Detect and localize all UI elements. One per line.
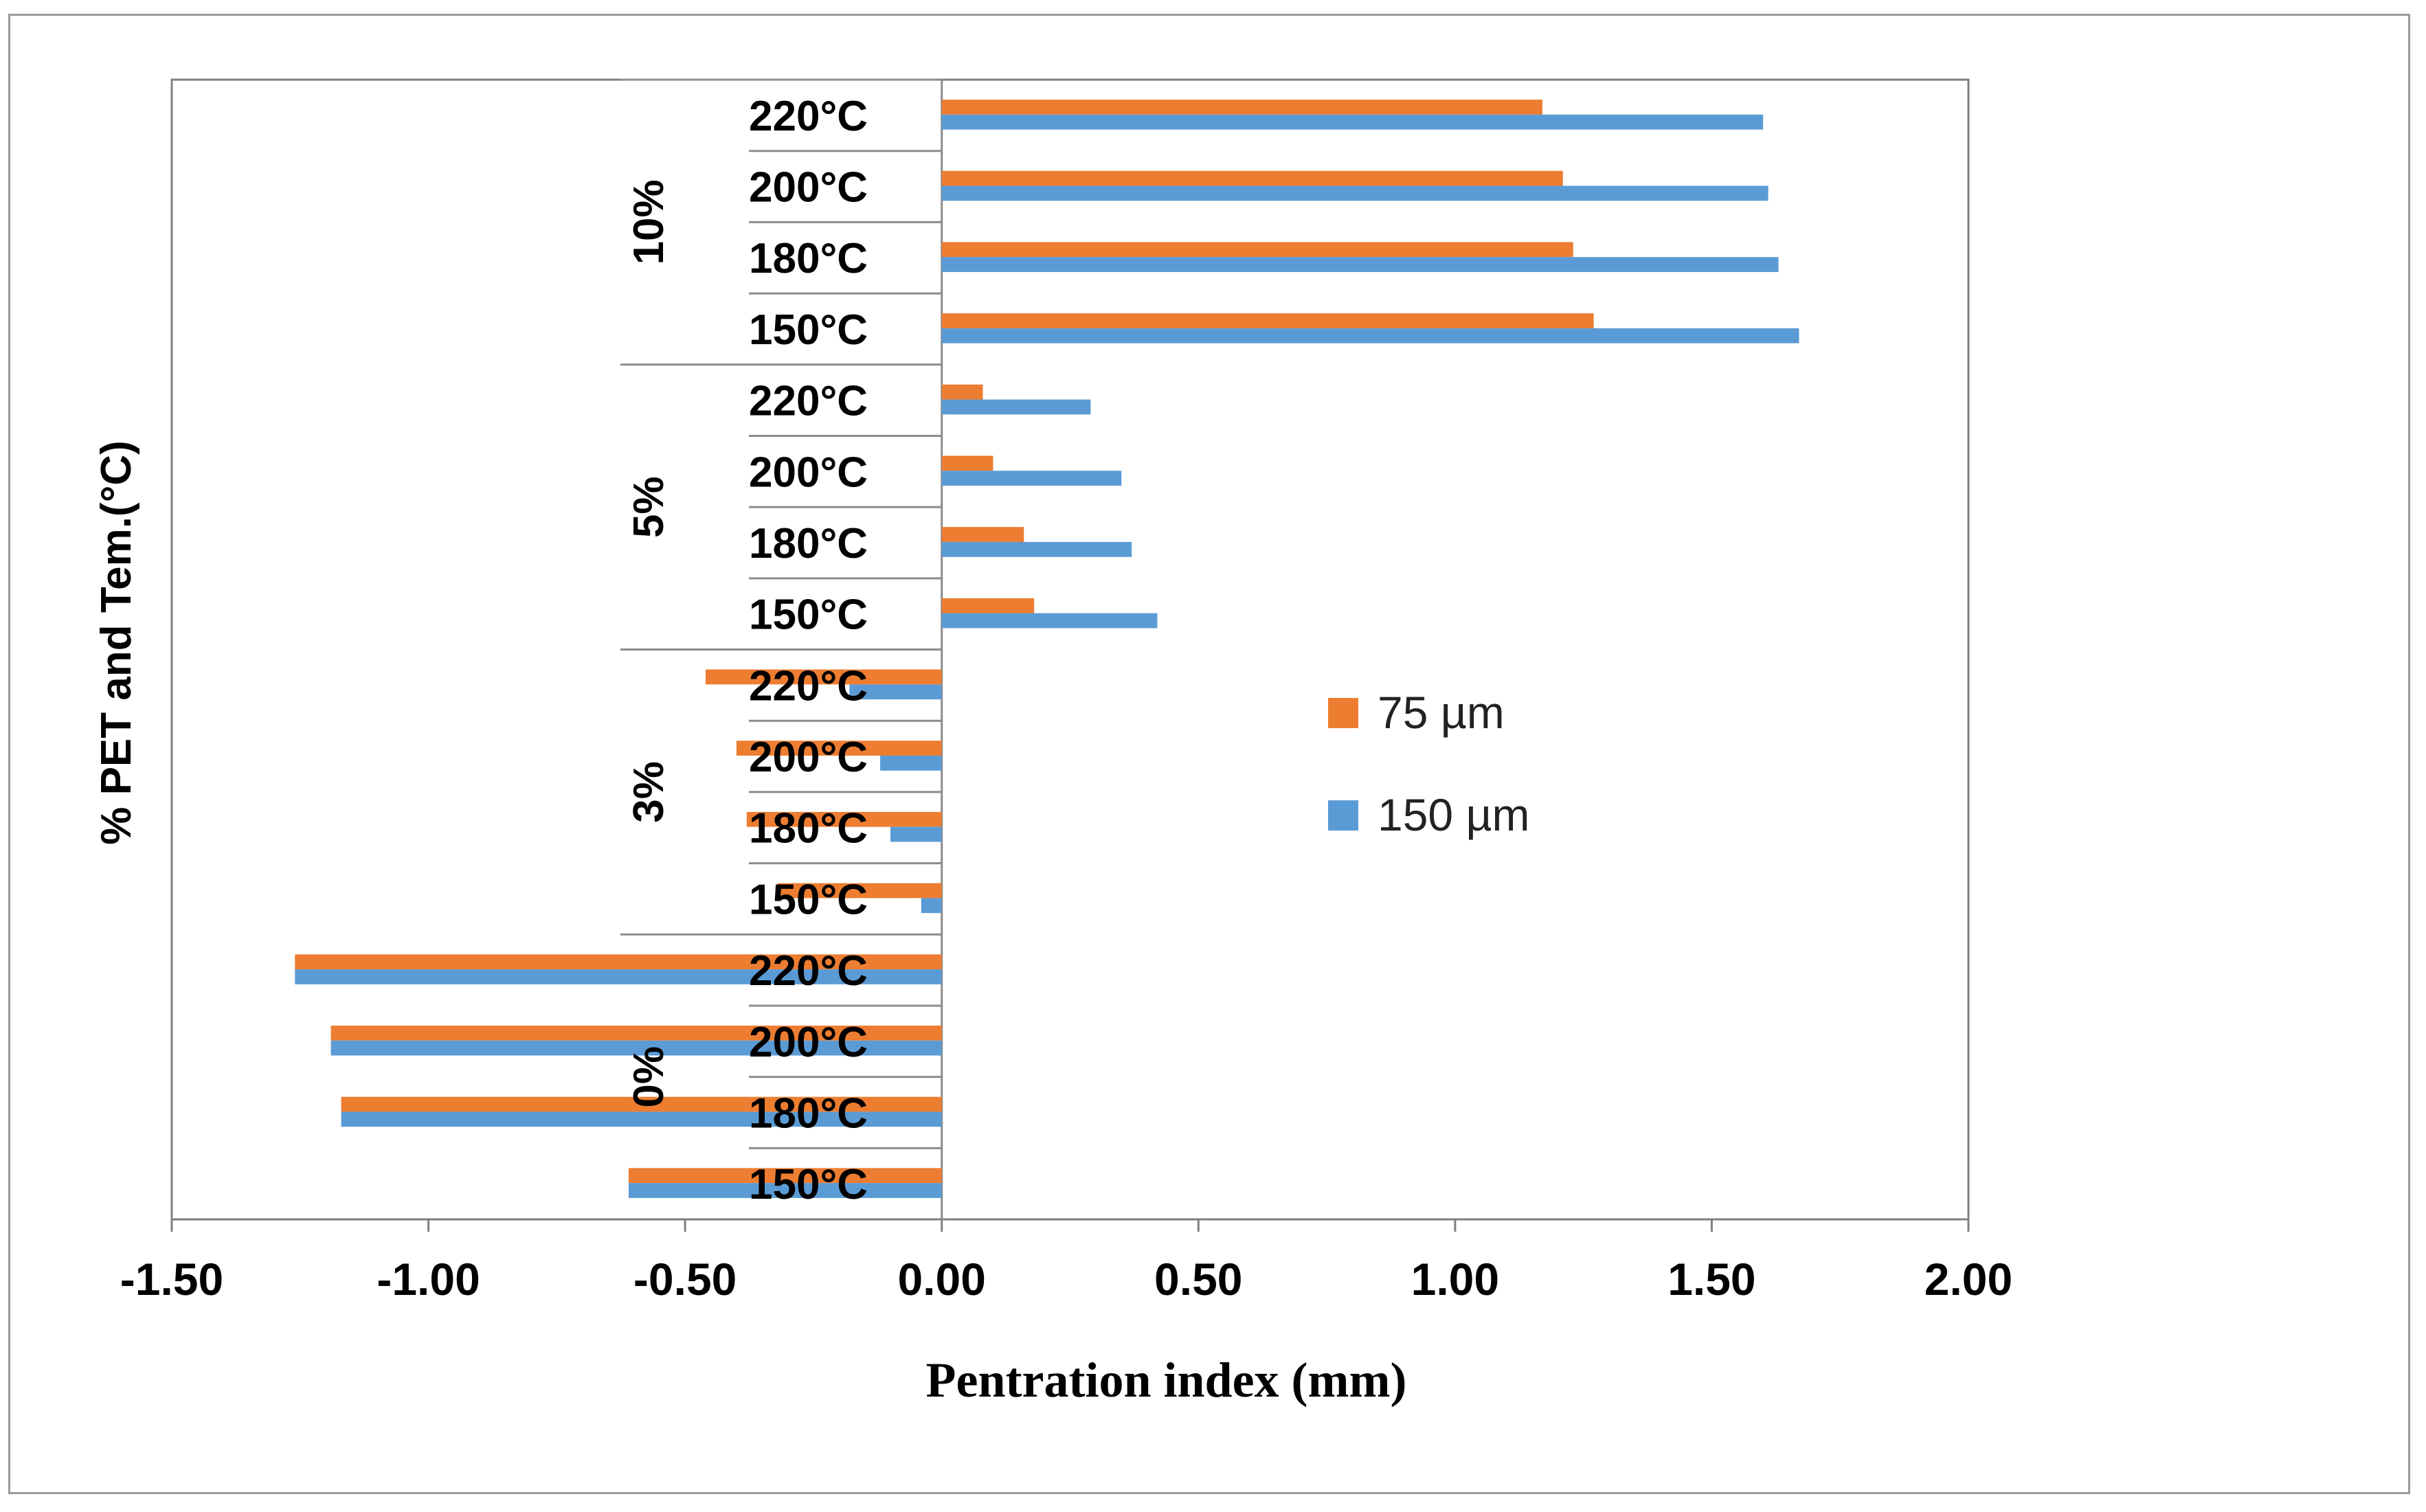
bar-75um [941,455,993,471]
category-label: 180°C [749,235,868,282]
category-label: 220°C [749,662,868,710]
bar-75um [706,669,942,685]
group-label: 10% [625,179,673,264]
bar-150um [628,1183,942,1198]
category-label: 180°C [749,805,868,853]
bar-150um [941,471,1122,486]
group-label: 3% [625,761,673,823]
bar-150um [849,684,942,700]
group-label: 5% [625,476,673,538]
bar-150um [330,1040,942,1056]
plot-area-border [170,78,1970,1221]
x-tick-label: 0.00 [897,1254,985,1305]
bar-150um [295,969,942,984]
bar-150um [890,826,942,842]
category-label: 150°C [749,876,868,923]
bar-150um [941,541,1132,557]
category-label: 220°C [749,378,868,425]
bar-75um [941,100,1542,115]
category-label: 200°C [749,449,868,496]
category-label: 150°C [749,306,868,354]
group-label: 0% [625,1046,673,1108]
bar-150um [941,399,1091,415]
bar-75um [736,741,942,756]
category-label: 150°C [749,1161,868,1208]
category-label: 200°C [749,164,868,212]
category-label: 150°C [749,591,868,639]
bar-150um [941,257,1779,272]
bar-75um [341,1096,942,1112]
chart-frame [8,14,2410,1494]
category-label: 200°C [749,1019,868,1066]
category-label: 220°C [749,93,868,140]
x-tick-label: 2.00 [1924,1254,2012,1305]
bar-150um [941,328,1799,343]
category-label: 220°C [749,947,868,995]
x-tick-label: -0.50 [633,1254,737,1305]
x-tick-label: 1.00 [1411,1254,1499,1305]
x-tick-label: 1.50 [1667,1254,1755,1305]
x-tick-label: -1.00 [377,1254,480,1305]
bar-75um [941,170,1563,186]
x-tick-label: -1.50 [120,1254,223,1305]
bar-150um [921,898,942,914]
legend-label: 150 µm [1378,789,1529,840]
legend-swatch [1328,800,1358,831]
bar-150um [941,185,1768,201]
bar-75um [941,384,983,400]
bar-150um [341,1112,942,1127]
bar-150um [880,755,942,771]
legend-label: 75 µm [1378,687,1505,738]
bar-75um [746,811,942,827]
category-label: 200°C [749,734,868,781]
bar-75um [941,313,1594,328]
bar-75um [941,527,1024,542]
bar-150um [941,613,1158,629]
bar-75um [941,598,1035,613]
legend-swatch [1328,698,1358,728]
bar-75um [628,1168,942,1184]
bar-75um [777,883,942,899]
x-tick-label: 0.50 [1154,1254,1242,1305]
bar-75um [330,1025,942,1041]
bar-75um [295,954,942,970]
bar-150um [941,114,1764,130]
y-axis-title: % PET and Tem.(°C) [93,440,140,845]
category-label: 180°C [749,1090,868,1137]
x-axis-title: Pentration index (mm) [926,1353,1407,1408]
category-label: 180°C [749,520,868,567]
bar-75um [941,242,1573,258]
